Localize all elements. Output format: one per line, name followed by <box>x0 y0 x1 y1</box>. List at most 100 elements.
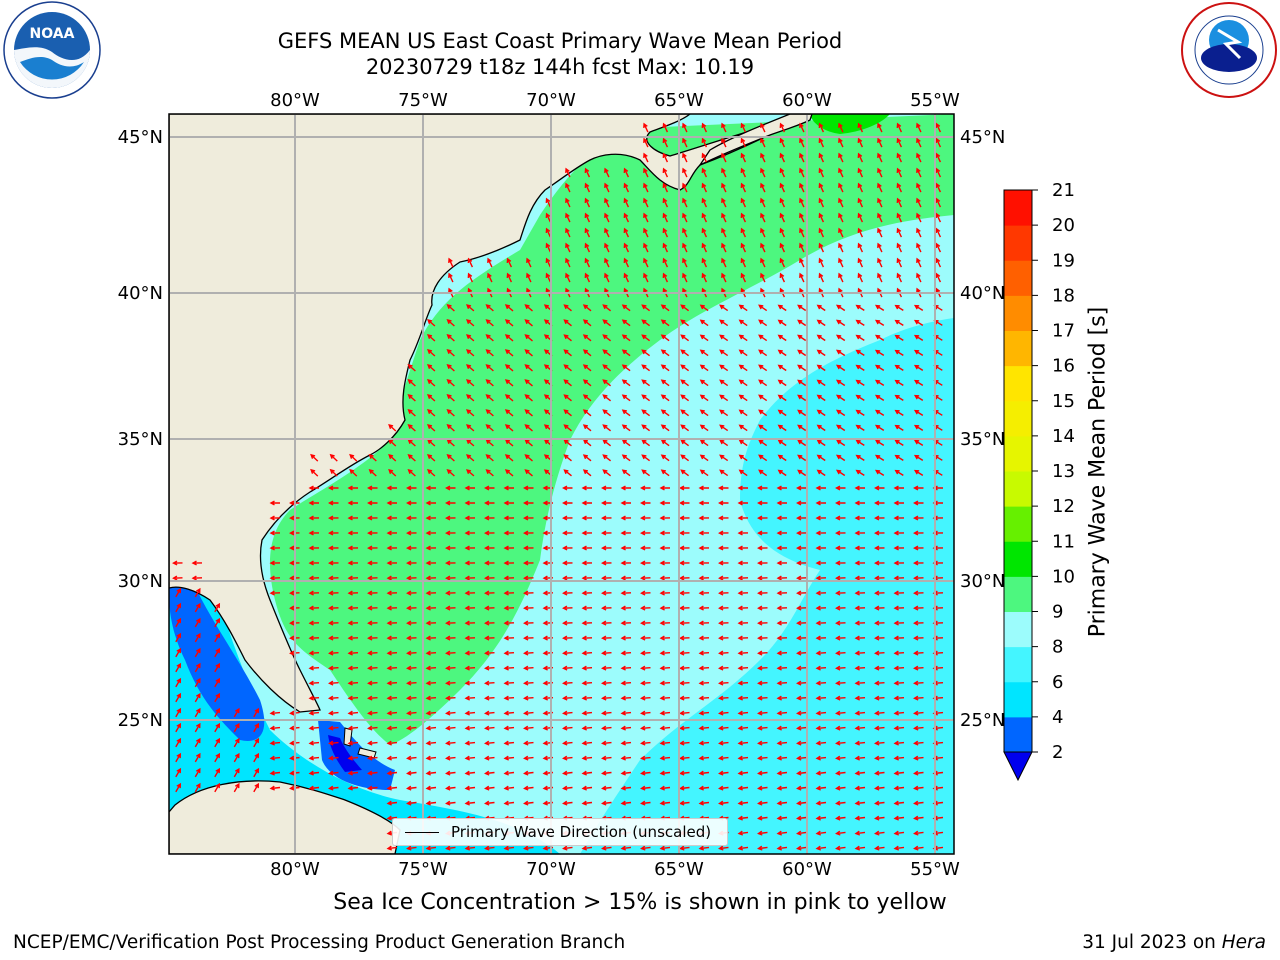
wave-direction-arrow <box>893 725 905 731</box>
wave-direction-arrow <box>368 454 377 462</box>
wave-direction-arrow <box>347 530 359 536</box>
wave-direction-arrow <box>680 349 690 357</box>
wave-direction-arrow <box>484 530 495 536</box>
colorbar-tick-label: 2 <box>1052 742 1063 763</box>
wave-direction-arrow <box>581 575 593 581</box>
wave-direction-arrow <box>776 485 787 491</box>
wave-direction-arrow <box>835 530 846 536</box>
wave-direction-arrow <box>563 349 572 357</box>
wave-direction-arrow <box>425 740 437 746</box>
wave-direction-arrow <box>445 800 456 806</box>
wave-direction-arrow <box>721 152 727 163</box>
wave-direction-arrow <box>310 453 319 462</box>
colorbar-label: Primary Wave Mean Period [s] <box>1085 306 1111 638</box>
wave-direction-arrow <box>737 785 749 791</box>
wave-direction-arrow <box>659 845 671 851</box>
wave-direction-arrow <box>425 500 436 506</box>
wave-direction-arrow <box>425 545 437 551</box>
wave-direction-arrow <box>214 662 221 673</box>
wave-direction-arrow <box>838 167 844 178</box>
wave-direction-arrow <box>913 560 924 566</box>
wave-direction-arrow <box>662 152 669 163</box>
wave-direction-arrow <box>565 242 571 253</box>
wave-direction-arrow <box>698 665 710 671</box>
lon-tick: 75°W <box>398 859 448 880</box>
wave-direction-arrow <box>913 785 924 791</box>
wave-direction-arrow <box>854 545 866 551</box>
wave-direction-arrow <box>699 334 709 342</box>
wave-direction-arrow <box>308 680 320 686</box>
wave-direction-arrow <box>777 304 787 312</box>
wave-direction-arrow <box>679 770 690 776</box>
wave-direction-arrow <box>464 665 476 671</box>
wave-direction-arrow <box>799 197 805 208</box>
wave-direction-arrow <box>660 319 670 327</box>
wave-direction-arrow <box>701 242 708 253</box>
colorbar-segment <box>1004 190 1032 226</box>
wave-direction-arrow <box>406 710 417 716</box>
lon-tick: 75°W <box>398 90 448 111</box>
wave-direction-arrow <box>523 500 534 506</box>
wave-direction-arrow <box>855 364 865 371</box>
wave-direction-arrow <box>874 469 885 476</box>
wave-direction-arrow <box>659 560 671 566</box>
wave-direction-arrow <box>913 334 924 341</box>
wave-direction-arrow <box>835 469 846 477</box>
wave-direction-arrow <box>701 122 708 133</box>
wave-direction-arrow <box>719 304 729 312</box>
wave-direction-arrow <box>446 304 455 312</box>
wave-direction-arrow <box>660 469 670 477</box>
wave-direction-arrow <box>620 740 632 746</box>
wave-direction-arrow <box>467 257 474 268</box>
wave-direction-arrow <box>445 680 456 686</box>
wave-direction-arrow <box>601 500 612 506</box>
wave-direction-arrow <box>445 545 456 551</box>
wave-direction-arrow <box>640 740 651 746</box>
wave-direction-arrow <box>874 379 885 386</box>
wave-direction-arrow <box>757 785 768 791</box>
wave-direction-arrow <box>640 710 651 716</box>
wave-direction-arrow <box>367 725 378 731</box>
wave-direction-arrow <box>913 755 924 761</box>
wave-direction-arrow <box>874 304 885 311</box>
wave-direction-arrow <box>854 530 866 536</box>
wave-direction-arrow <box>464 590 476 596</box>
wave-direction-arrow <box>524 349 533 357</box>
wave-direction-arrow <box>445 770 456 776</box>
wave-direction-arrow <box>874 515 885 521</box>
wave-direction-arrow <box>562 695 573 701</box>
wave-direction-arrow <box>484 755 495 761</box>
wave-direction-arrow <box>835 575 846 581</box>
wave-direction-arrow <box>581 755 593 761</box>
wave-direction-arrow <box>445 620 456 626</box>
wave-direction-arrow <box>464 485 475 491</box>
wave-direction-arrow <box>407 379 416 387</box>
wave-direction-arrow <box>799 167 805 178</box>
wave-direction-arrow <box>194 767 201 778</box>
wave-direction-arrow <box>253 707 260 718</box>
wave-direction-arrow <box>660 424 670 432</box>
wave-direction-arrow <box>604 227 610 238</box>
wave-direction-arrow <box>175 737 182 748</box>
map-legend: Primary Wave Direction (unscaled) <box>392 818 728 846</box>
wave-direction-arrow <box>838 137 844 148</box>
wave-direction-arrow <box>874 454 885 461</box>
wave-direction-arrow <box>838 122 844 133</box>
wave-direction-arrow <box>328 530 339 536</box>
legend-line-icon <box>405 831 439 833</box>
wave-direction-arrow <box>214 692 221 703</box>
wave-direction-arrow <box>815 590 827 596</box>
wave-direction-arrow <box>757 545 768 551</box>
wave-direction-arrow <box>896 272 903 283</box>
wave-direction-arrow <box>662 257 669 268</box>
wave-direction-arrow <box>367 710 378 716</box>
wave-direction-arrow <box>835 515 846 521</box>
wave-direction-arrow <box>194 737 201 748</box>
wave-direction-arrow <box>698 680 710 686</box>
wave-direction-arrow <box>328 755 339 761</box>
wave-direction-arrow <box>779 152 786 163</box>
wave-direction-arrow <box>913 770 924 776</box>
wave-direction-arrow <box>854 725 866 731</box>
wave-direction-arrow <box>194 587 201 598</box>
wave-direction-arrow <box>464 770 476 776</box>
